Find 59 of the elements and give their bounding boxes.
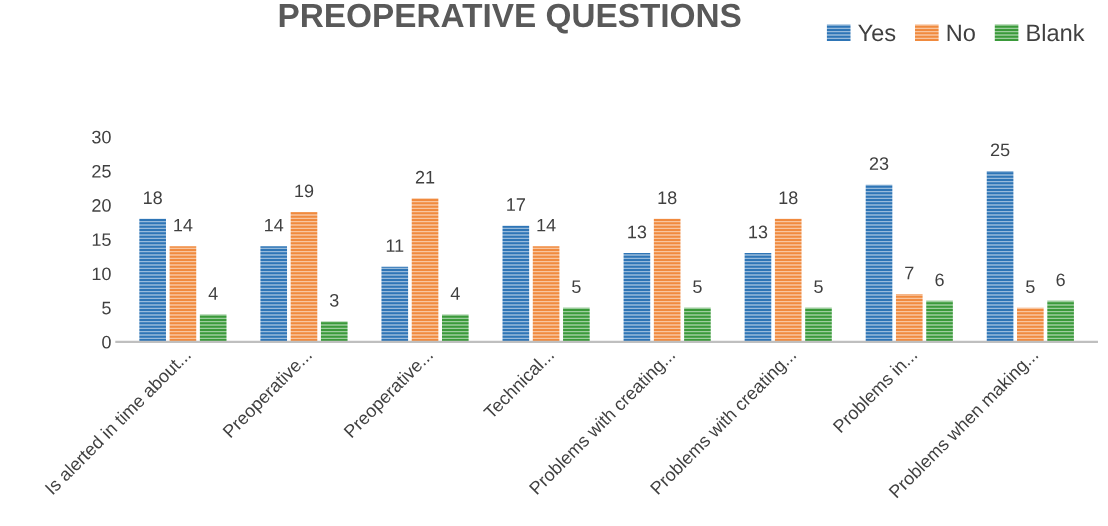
legend-label: Yes [858, 24, 896, 42]
bar [986, 170, 1014, 342]
y-tick-label: 0 [102, 335, 111, 349]
data-label: 17 [507, 198, 525, 211]
y-tick-label: 15 [92, 233, 111, 247]
bar [502, 225, 530, 342]
bar [623, 253, 651, 342]
data-label: 23 [869, 157, 889, 170]
y-tick-label: 20 [92, 199, 111, 212]
data-label: 19 [295, 184, 314, 198]
bar [411, 198, 439, 342]
y-tick-label: 5 [102, 301, 111, 315]
bar [744, 253, 772, 342]
bar [653, 218, 681, 342]
data-label: 5 [814, 280, 823, 294]
bar [139, 218, 166, 342]
data-label: 7 [905, 266, 914, 280]
data-label: 18 [143, 191, 162, 205]
data-label: 3 [329, 293, 339, 307]
bar [563, 307, 590, 342]
data-label: 25 [990, 143, 1010, 157]
y-tick-label: 25 [92, 164, 111, 178]
data-label: 18 [779, 191, 798, 205]
y-tick-label: 30 [92, 130, 111, 144]
data-label: 18 [658, 191, 677, 205]
bar [532, 246, 560, 342]
data-label: 6 [1056, 273, 1065, 287]
bar [1017, 307, 1044, 342]
bar [805, 307, 832, 342]
legend-label: No [947, 24, 975, 42]
legend-label: Blank [1027, 23, 1085, 42]
bar [441, 314, 469, 342]
data-label: 14 [537, 218, 556, 232]
bar [290, 211, 318, 342]
bar [926, 300, 953, 342]
data-label: 5 [1026, 280, 1035, 294]
bar [199, 314, 227, 342]
data-label: 11 [386, 239, 404, 252]
bar [169, 246, 197, 342]
bar [774, 218, 802, 342]
bar [865, 184, 893, 342]
data-label: 6 [935, 273, 944, 287]
data-label: 21 [415, 170, 435, 184]
data-label: 14 [174, 218, 193, 232]
data-label: 5 [693, 280, 702, 294]
bar [684, 307, 711, 342]
bar [260, 246, 288, 342]
data-label: 13 [749, 225, 768, 239]
y-tick-label: 10 [92, 267, 111, 281]
bar [1047, 300, 1074, 342]
data-label: 4 [208, 287, 218, 300]
data-label: 5 [572, 280, 581, 294]
bar [320, 321, 348, 342]
bar [381, 266, 409, 342]
bar [895, 294, 923, 342]
data-label: 13 [628, 225, 647, 239]
data-label: 4 [450, 287, 460, 300]
data-label: 14 [265, 218, 284, 232]
chart-title: PREOPERATIVE QUESTIONS [279, 3, 741, 34]
